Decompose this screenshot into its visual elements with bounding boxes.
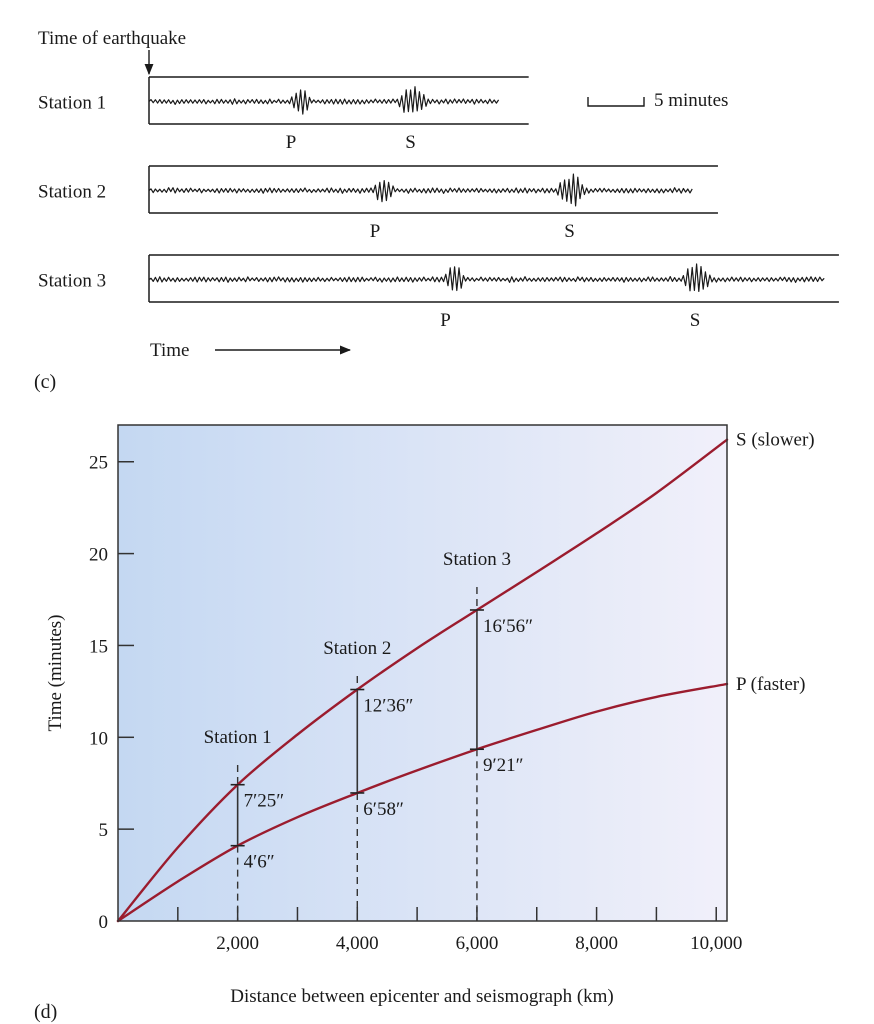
y-axis-title: Time (minutes) (45, 615, 66, 732)
s-time-label: 16′56″ (483, 616, 533, 637)
y-tick-label: 5 (99, 820, 109, 841)
panel-d-label: (d) (34, 1001, 57, 1023)
station-lines (236, 587, 478, 921)
p-time-label: 6′58″ (363, 799, 404, 820)
x-tick-label: 6,000 (456, 933, 499, 954)
seismogram-trace (148, 263, 825, 292)
station-label: Station 1 (38, 93, 106, 114)
p-wave-label: P (370, 221, 381, 242)
plot-frame (117, 424, 728, 922)
p-time-label: 9′21″ (483, 755, 524, 776)
y-tick-label: 15 (89, 636, 108, 657)
seismogram-trace (148, 86, 500, 115)
y-tick-label: 10 (89, 728, 108, 749)
y-tick-label: 25 (89, 453, 108, 474)
p-curve-label: P (faster) (736, 674, 805, 695)
station-label: Station 2 (38, 182, 106, 203)
station-name-label: Station 2 (323, 638, 391, 659)
s-time-label: 7′25″ (244, 791, 285, 812)
p-wave-label: P (440, 310, 451, 331)
seismograph-records: Station 1 P S Station 2 P S Station 3 P S (38, 76, 839, 331)
curves (116, 438, 729, 923)
station-label: Station 3 (38, 271, 106, 292)
p-time-label: 4′6″ (244, 852, 275, 873)
station-markers (230, 609, 484, 847)
x-tick-label: 8,000 (575, 933, 618, 954)
x-tick-label: 2,000 (216, 933, 259, 954)
s-curve-label: S (slower) (736, 430, 815, 451)
travel-time-chart: 2,000 4,000 6,000 8,000 10,000 0 5 10 15 20 25 7′25… (34, 424, 815, 1023)
x-tick-label: 4,000 (336, 933, 379, 954)
station-record: Station 3 P S (38, 254, 839, 331)
y-tick-label: 20 (89, 545, 108, 566)
x-tick-label: 10,000 (690, 933, 742, 954)
seismogram-panel: Time of earthquake Station 1 P S Station 2 P… (34, 28, 839, 393)
chart-labels: 2,000 4,000 6,000 8,000 10,000 0 5 10 15 20 25 7′25… (89, 430, 815, 954)
s-wave-label: S (564, 221, 575, 242)
p-wave-curve (116, 682, 729, 923)
scale-bar (587, 97, 645, 107)
p-wave-label: P (286, 132, 297, 153)
time-axis-label: Time (150, 340, 189, 361)
station-name-label: Station 3 (443, 549, 511, 570)
s-wave-label: S (690, 310, 701, 331)
s-time-label: 12′36″ (363, 696, 413, 717)
station-record: Station 2 P S (38, 165, 718, 242)
scale-bar-label: 5 minutes (654, 90, 728, 111)
s-wave-label: S (405, 132, 416, 153)
station-name-label: Station 1 (204, 727, 272, 748)
panel-c-label: (c) (34, 371, 56, 393)
x-axis-title: Distance between epicenter and seismogra… (230, 986, 614, 1007)
plot-area (118, 425, 727, 921)
seismogram-trace (148, 173, 693, 207)
time-of-earthquake-label: Time of earthquake (38, 28, 186, 49)
s-wave-curve (116, 438, 729, 923)
station-record: Station 1 P S (38, 76, 529, 153)
y-tick-label: 0 (99, 912, 109, 933)
